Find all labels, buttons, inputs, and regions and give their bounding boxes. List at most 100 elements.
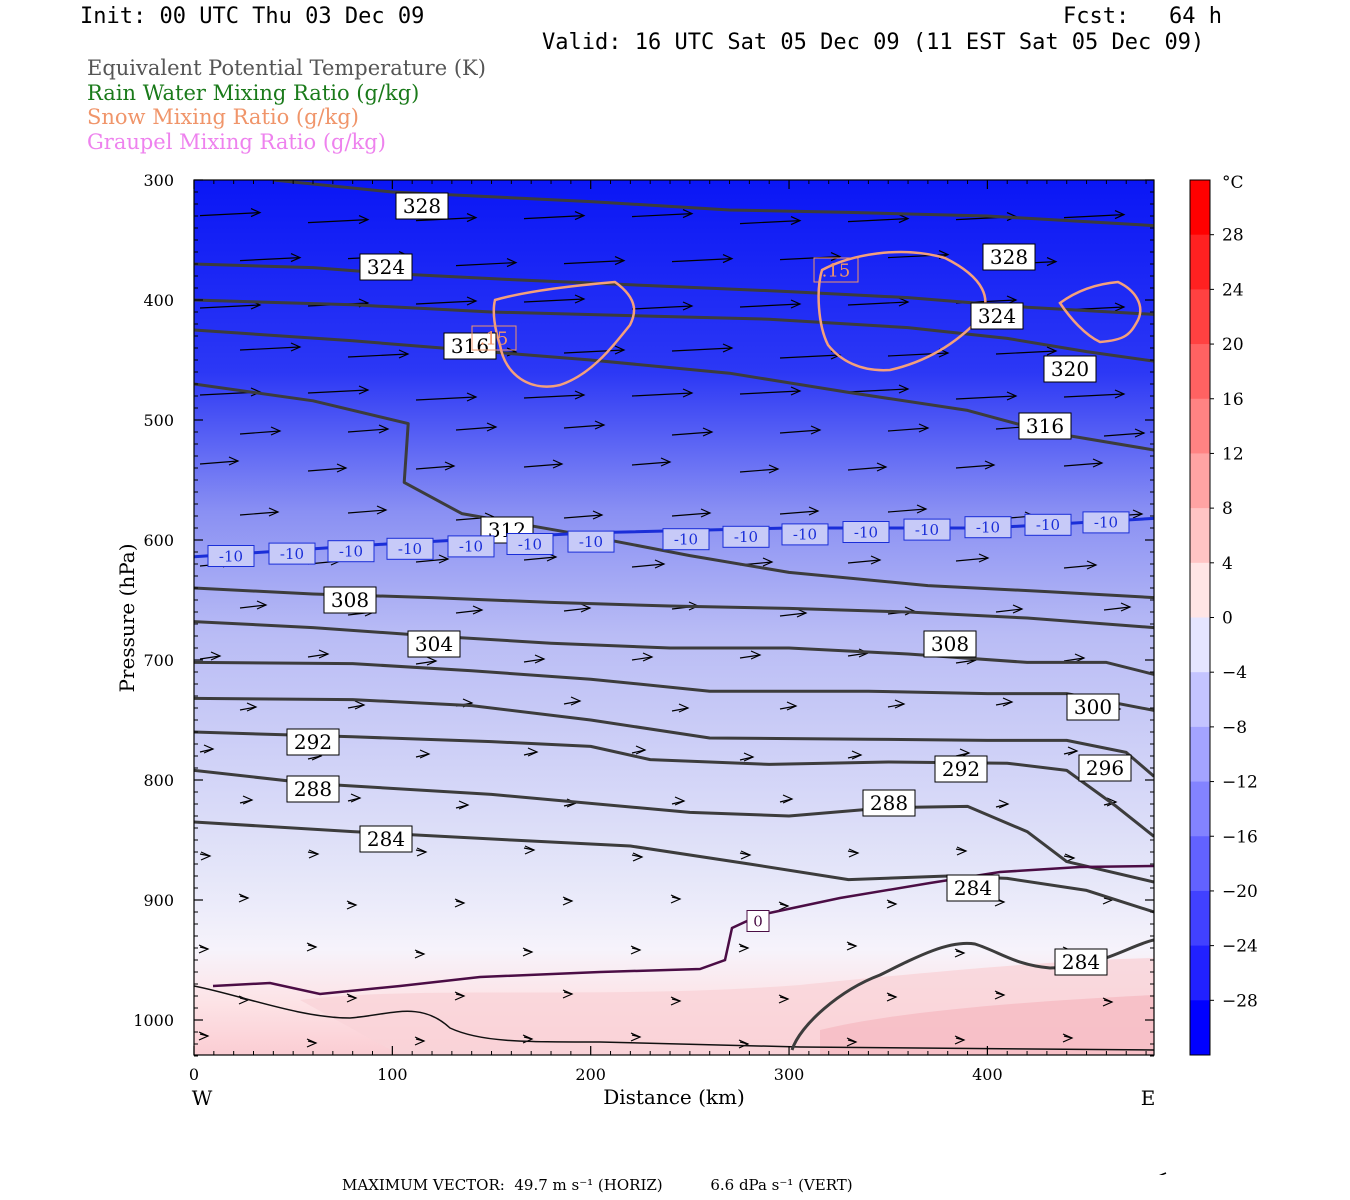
legend-graupel: Graupel Mixing Ratio (g/kg) <box>87 130 386 154</box>
contour-label-box <box>567 530 615 553</box>
wind-vector <box>239 257 301 262</box>
wind-vector <box>1103 432 1145 437</box>
wind-vector-head <box>378 424 390 434</box>
wind-vector-head <box>256 600 268 610</box>
wind-vector-head <box>522 947 534 957</box>
wind-vector-head <box>1067 746 1079 756</box>
contour-label-box <box>286 728 340 756</box>
surface-boundary-line <box>194 985 1154 1051</box>
wind-vector-head <box>786 701 798 711</box>
colorbar-tick-label: 24 <box>1222 280 1244 300</box>
x-tick-label: 200 <box>575 1065 606 1084</box>
contour-label-box <box>323 586 377 614</box>
contour-label: 284 <box>954 876 992 900</box>
y-tick-label: 500 <box>143 411 174 430</box>
contour-label-box <box>862 789 916 817</box>
wind-vector <box>523 298 585 303</box>
wind-vector <box>955 464 995 469</box>
contour-label: 308 <box>331 588 369 612</box>
colorbar-swatch <box>1190 672 1210 728</box>
wind-vector <box>347 509 387 514</box>
wind-vector-head <box>1046 346 1058 356</box>
contour-label: 324 <box>978 304 1016 328</box>
contour-label: 300 <box>1074 695 1112 719</box>
contour-label-box <box>471 325 517 351</box>
contour-label: -10 <box>280 545 304 563</box>
wind-vector <box>563 349 625 354</box>
wind-vector-head <box>354 700 366 710</box>
wind-vector <box>887 427 929 432</box>
wind-vector-head <box>198 944 210 954</box>
wind-vector <box>307 219 369 224</box>
wind-vector <box>779 354 841 359</box>
theta-e-contour-296 <box>194 696 1154 778</box>
wind-vector-head <box>830 252 842 262</box>
wind-vector-head <box>358 215 370 225</box>
contour-label: 292 <box>294 730 332 754</box>
wind-vector-head <box>994 990 1006 1000</box>
wind-vector <box>739 468 779 473</box>
wind-vector-head <box>1002 697 1014 707</box>
wind-vector-head <box>702 427 714 437</box>
contour-label: 284 <box>1062 950 1100 974</box>
wind-vector <box>779 510 819 515</box>
wind-vector-head <box>242 795 254 805</box>
contour-label: 0 <box>753 912 763 930</box>
theta-e-contour-328 <box>273 180 1154 228</box>
colorbar-tick-label: 8 <box>1222 499 1233 519</box>
contour-label: 288 <box>294 777 332 801</box>
wind-vector-head <box>1006 391 1018 401</box>
x-axis-east-label: E <box>1141 1086 1156 1110</box>
wind-vector-head <box>886 992 898 1002</box>
x-tick-label: 100 <box>377 1065 408 1084</box>
contour-label: 296 <box>1086 756 1124 780</box>
wind-vector <box>887 703 905 708</box>
wind-vector-head <box>954 1035 966 1045</box>
contour-label-box <box>359 825 413 853</box>
snow-contour-2 <box>817 250 987 372</box>
wind-vector-head <box>336 463 348 473</box>
wind-vector <box>307 467 347 472</box>
contour-label-box <box>327 540 375 563</box>
contour-label-box <box>662 528 710 551</box>
contour-label: 320 <box>1051 357 1089 381</box>
theta-e-contour-284 <box>194 820 1154 914</box>
wind-vector <box>671 707 689 712</box>
init-time: Init: 00 UTC Thu 03 Dec 09 <box>80 4 425 29</box>
valid-time: Valid: 16 UTC Sat 05 Dec 09 (11 EST Sat … <box>542 30 1205 55</box>
contour-label-box <box>1024 513 1072 536</box>
wind-vector <box>239 511 279 516</box>
wind-vector <box>779 705 797 710</box>
wind-vector-head <box>376 505 388 515</box>
wind-vector-head <box>1120 602 1132 612</box>
wind-vector <box>671 431 713 436</box>
wind-vector <box>671 347 733 352</box>
colorbar-tick-label: 4 <box>1222 554 1233 574</box>
contour-label-box <box>781 523 829 546</box>
wind-vector <box>739 303 801 308</box>
wind-vector-head <box>790 216 802 226</box>
colorbar-tick-label: 0 <box>1222 609 1233 629</box>
reference-vector-arrow <box>1158 1172 1167 1175</box>
wind-vector-head <box>898 384 910 394</box>
snow-contour-1 <box>492 280 636 388</box>
wind-vector-head <box>790 386 802 396</box>
wind-vector-head <box>358 385 370 395</box>
wind-vector-head <box>574 294 586 304</box>
max-vector-note: MAXIMUM VECTOR: 49.7 m s⁻¹ (HORIZ) 6.6 d… <box>342 1176 853 1194</box>
wind-vector-head <box>580 603 592 613</box>
wind-vector-head <box>750 650 762 660</box>
colorbar-tick-label: −8 <box>1222 718 1247 738</box>
wind-vector-head <box>198 1031 210 1041</box>
contour-label: -10 <box>339 542 363 560</box>
wind-vector-head <box>682 388 694 398</box>
wind-vector <box>847 466 887 471</box>
wind-vector-head <box>416 847 428 857</box>
wind-vector <box>631 213 693 218</box>
y-tick-label: 400 <box>143 291 174 310</box>
wind-vector-head <box>670 894 682 904</box>
wind-vector-head <box>738 1039 750 1049</box>
colorbar-swatch <box>1190 781 1210 837</box>
colorbar-tick-label: −16 <box>1222 827 1258 847</box>
colorbar-swatch <box>1190 562 1210 618</box>
